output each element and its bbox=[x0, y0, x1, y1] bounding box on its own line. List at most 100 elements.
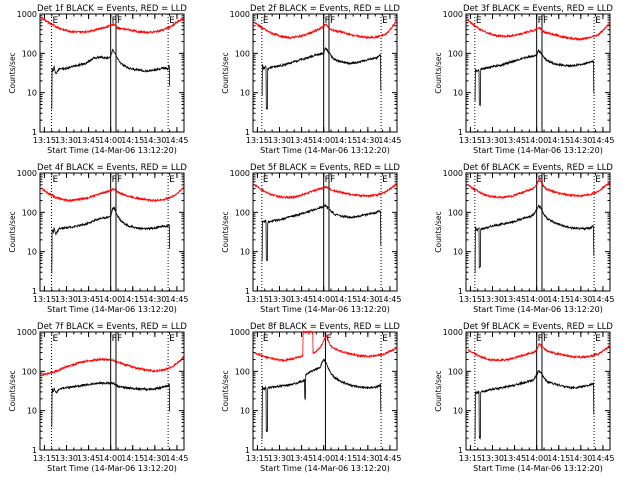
y-tick-label: 10 bbox=[240, 407, 250, 416]
plot-frame bbox=[39, 13, 185, 133]
y-tick-label: 100 bbox=[22, 49, 37, 58]
y-tick-label: 1 bbox=[32, 446, 37, 455]
y-tick-label: 1000 bbox=[443, 328, 463, 337]
x-tick-label: 14:45 bbox=[165, 136, 188, 145]
x-tick-label: 14:45 bbox=[378, 136, 401, 145]
x-tick-label: 14:30 bbox=[356, 136, 379, 145]
x-tick-label: 13:15 bbox=[459, 295, 482, 304]
x-tick-label: 13:30 bbox=[55, 136, 78, 145]
x-tick-label: 14:45 bbox=[165, 295, 188, 304]
interval-marker-label: E bbox=[263, 334, 269, 344]
x-tick-label: 13:15 bbox=[33, 136, 56, 145]
x-tick-label: 14:00 bbox=[99, 295, 122, 304]
x-tick-label: 14:30 bbox=[143, 454, 166, 463]
x-tick-label: 13:45 bbox=[503, 136, 526, 145]
x-tick-label: 13:45 bbox=[290, 295, 313, 304]
x-tick-label: 14:45 bbox=[591, 454, 614, 463]
interval-marker-label: F bbox=[117, 175, 122, 185]
y-tick-label: 10 bbox=[27, 407, 37, 416]
y-tick-label: 100 bbox=[448, 49, 463, 58]
y-tick-label: 1 bbox=[245, 128, 250, 137]
y-tick-label: 100 bbox=[235, 208, 250, 217]
x-tick-label: 13:15 bbox=[33, 295, 56, 304]
y-tick-label: 1 bbox=[245, 287, 250, 296]
interval-marker-label: E bbox=[476, 334, 482, 344]
y-tick-label: 1000 bbox=[230, 328, 250, 337]
plot-frame bbox=[465, 331, 611, 451]
interval-marker-label: E bbox=[169, 16, 175, 26]
x-tick-label: 13:45 bbox=[290, 136, 313, 145]
x-tick-label: 13:15 bbox=[33, 454, 56, 463]
x-tick-label: 14:00 bbox=[525, 136, 548, 145]
x-tick-label: 14:00 bbox=[312, 295, 335, 304]
interval-marker-label: F bbox=[326, 334, 331, 344]
y-axis-label: Counts/sec bbox=[434, 52, 443, 93]
interval-marker-label: E bbox=[52, 334, 58, 344]
chart-panel-3: Det 3f BLACK = Events, RED = LLD 1 10 100 10… bbox=[434, 4, 614, 155]
x-tick-label: 14:00 bbox=[525, 295, 548, 304]
y-axis-label: Counts/sec bbox=[221, 370, 230, 411]
x-tick-label: 14:15 bbox=[334, 295, 357, 304]
series-line-lld bbox=[467, 177, 611, 200]
x-tick-label: 13:30 bbox=[481, 295, 504, 304]
interval-marker-label: F bbox=[112, 334, 117, 344]
x-tick-label: 13:30 bbox=[481, 136, 504, 145]
x-tick-label: 13:30 bbox=[268, 454, 291, 463]
chart-panel-9: Det 9f BLACK = Events, RED = LLD 1 10 100 10… bbox=[434, 322, 614, 473]
chart-panel-7: Det 7f BLACK = Events, RED = LLD 1 10 100 10… bbox=[8, 322, 188, 473]
x-tick-label: 14:15 bbox=[334, 136, 357, 145]
x-tick-label: 14:15 bbox=[121, 295, 144, 304]
series-line-lld bbox=[41, 186, 185, 203]
series-line-lld bbox=[467, 342, 611, 363]
y-tick-label: 1000 bbox=[17, 169, 37, 178]
y-tick-label: 100 bbox=[448, 208, 463, 217]
x-tick-label: 14:15 bbox=[121, 454, 144, 463]
chart-title: Det 3f BLACK = Events, RED = LLD bbox=[463, 4, 613, 14]
x-axis-label: Start Time (14-Mar-06 13:12:20) bbox=[47, 146, 177, 155]
interval-marker-label: E bbox=[382, 16, 388, 26]
chart-panel-5: Det 5f BLACK = Events, RED = LLD 1 10 100 10… bbox=[221, 163, 401, 314]
x-tick-label: 13:45 bbox=[77, 295, 100, 304]
x-tick-label: 14:15 bbox=[547, 454, 570, 463]
interval-marker-label: F bbox=[538, 16, 543, 26]
x-tick-label: 14:15 bbox=[547, 295, 570, 304]
chart-title: Det 5f BLACK = Events, RED = LLD bbox=[250, 163, 400, 173]
x-tick-label: 14:45 bbox=[378, 295, 401, 304]
series-line-events bbox=[51, 48, 171, 110]
x-tick-label: 13:30 bbox=[55, 454, 78, 463]
x-axis-label: Start Time (14-Mar-06 13:12:20) bbox=[473, 146, 603, 155]
chart-panel-8: Det 8f BLACK = Events, RED = LLD 1 10 100 10… bbox=[221, 322, 401, 473]
interval-marker-label: F bbox=[330, 16, 335, 26]
y-tick-label: 1 bbox=[458, 128, 463, 137]
chart-title: Det 1f BLACK = Events, RED = LLD bbox=[37, 4, 187, 14]
y-tick-label: 10 bbox=[27, 248, 37, 257]
x-tick-label: 13:30 bbox=[268, 136, 291, 145]
x-tick-label: 14:30 bbox=[356, 454, 379, 463]
interval-marker-label: F bbox=[325, 175, 330, 185]
plot-frame bbox=[252, 172, 398, 292]
chart-panel-2: Det 2f BLACK = Events, RED = LLD 1 10 100 10… bbox=[221, 4, 401, 155]
x-tick-label: 14:15 bbox=[334, 454, 357, 463]
interval-marker-label: E bbox=[169, 175, 175, 185]
y-tick-label: 1 bbox=[32, 128, 37, 137]
x-axis-label: Start Time (14-Mar-06 13:12:20) bbox=[260, 305, 390, 314]
chart-panel-4: Det 4f BLACK = Events, RED = LLD 1 10 100 10… bbox=[8, 163, 188, 314]
x-axis-label: Start Time (14-Mar-06 13:12:20) bbox=[260, 464, 390, 473]
x-tick-label: 13:15 bbox=[246, 295, 269, 304]
y-tick-label: 10 bbox=[27, 89, 37, 98]
series-line-lld bbox=[41, 16, 185, 35]
x-tick-label: 13:30 bbox=[55, 295, 78, 304]
series-line-events bbox=[474, 204, 595, 274]
y-axis-label: Counts/sec bbox=[434, 211, 443, 252]
x-tick-label: 14:30 bbox=[143, 136, 166, 145]
x-tick-label: 13:15 bbox=[459, 136, 482, 145]
chart-panel-1: Det 1f BLACK = Events, RED = LLD 1 10 100 10… bbox=[8, 4, 188, 155]
series-line-lld bbox=[254, 182, 398, 200]
x-tick-label: 14:45 bbox=[378, 454, 401, 463]
y-tick-label: 100 bbox=[235, 49, 250, 58]
x-axis-label: Start Time (14-Mar-06 13:12:20) bbox=[47, 464, 177, 473]
y-tick-label: 100 bbox=[22, 367, 37, 376]
series-line-events bbox=[474, 49, 595, 107]
y-tick-label: 1000 bbox=[17, 10, 37, 19]
